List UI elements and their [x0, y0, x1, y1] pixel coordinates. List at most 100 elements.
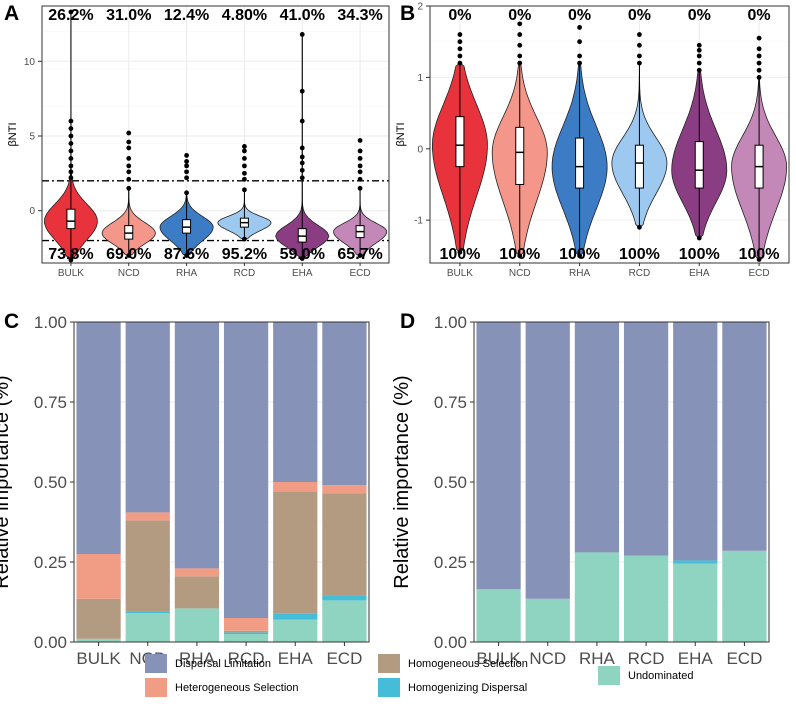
x-tick-label: RHA [579, 649, 616, 668]
outlier-point [299, 145, 305, 151]
outlier-point [242, 170, 247, 176]
y-tick-label: 10 [24, 57, 36, 68]
bar-segment-homogenizing-dispersal [223, 632, 269, 634]
bottom-percentage-label: 100% [679, 246, 720, 263]
box-ncd [515, 126, 525, 185]
bar-segment-heterogeneous-selection [174, 568, 220, 577]
top-percentage-label: 0% [628, 7, 651, 24]
max-point [517, 60, 523, 66]
bar-segment-homogeneous-selection [322, 493, 367, 596]
bar-segment-heterogeneous-selection [125, 512, 170, 521]
bar-segment-heterogeneous-selection [76, 554, 121, 599]
outlier-point [357, 148, 363, 154]
x-tick-label: BULK [76, 649, 121, 668]
x-tick-label: EHA [678, 649, 714, 668]
bar-segment-undominated [476, 589, 521, 642]
panel-letter-b: B [400, 2, 415, 25]
y-tick-label: 5 [29, 131, 35, 142]
outlier-point [68, 156, 74, 161]
min-point [126, 253, 132, 258]
legend-swatch-homogenizing-dispersal [378, 678, 400, 697]
y-tick-label: 0.00 [34, 633, 67, 652]
outlier-point [68, 163, 74, 169]
outlier-point [357, 156, 363, 161]
outlier-point [756, 67, 762, 73]
box-bulk [455, 116, 465, 168]
bar-segment-homogeneous-selection [76, 598, 121, 639]
box-rcd [634, 144, 644, 189]
bar-segment-dispersal-limitation [476, 322, 521, 590]
outlier-point [299, 88, 305, 94]
bar-segment-dispersal-limitation [125, 322, 170, 513]
max-point [577, 60, 582, 66]
bar-segment-dispersal-limitation [525, 322, 570, 599]
outlier-point [696, 53, 702, 59]
plot-background [42, 6, 389, 263]
outlier-point [577, 25, 582, 30]
y-axis-label: Relative importance (%) [0, 375, 13, 588]
outlier-point [299, 160, 305, 166]
panel-d-stacked-bar: BULK NCD RHA RCD EHA ECD 0.00 0.25 0.50 0.75 1.00 R… [391, 313, 770, 668]
bar-segment-dispersal-limitation [273, 322, 318, 482]
box-rha [575, 137, 585, 189]
outlier-point [299, 118, 305, 124]
y-tick-label: 0 [417, 144, 423, 155]
outlier-point [517, 21, 523, 27]
y-tick-label: 2 [417, 2, 423, 13]
legend: Dispersal Limitation Heterogeneous Select… [145, 654, 693, 697]
bar-segment-dispersal-limitation [673, 322, 718, 561]
bottom-percentage-label: 69.0% [106, 246, 151, 263]
bar-segment-dispersal-limitation [223, 322, 269, 618]
y-axis-label: βNTI [395, 122, 407, 146]
y-axis-label: βNTI [7, 122, 19, 146]
bar-segment-undominated [76, 638, 121, 642]
x-tick-label: RHA [569, 268, 590, 279]
x-tick-label: ECD [749, 268, 770, 279]
min-point [242, 236, 247, 242]
bar-segment-dispersal-limitation [574, 322, 620, 553]
min-point [696, 235, 702, 241]
max-point [756, 74, 762, 80]
min-point [68, 257, 74, 263]
y-tick-label: 0.75 [434, 393, 467, 412]
box-eha [694, 141, 704, 189]
bottom-percentage-label: 95.2% [222, 246, 267, 263]
bar-segment-undominated [722, 550, 767, 642]
outlier-point [68, 148, 74, 154]
x-tick-label: RHA [176, 268, 197, 279]
min-point [299, 256, 305, 261]
outlier-point [68, 175, 74, 181]
max-point [299, 31, 305, 37]
bar-segment-dispersal-limitation [174, 322, 220, 569]
outlier-point [696, 60, 702, 66]
bar-segment-dispersal-limitation [322, 322, 367, 486]
outlier-point [242, 156, 247, 161]
outlier-point [299, 175, 305, 181]
panel-letter-a: A [4, 2, 19, 25]
max-point [357, 185, 363, 191]
top-percentage-label: 0% [508, 7, 531, 24]
outlier-point [637, 53, 642, 59]
bar-segment-homogeneous-selection [125, 520, 170, 612]
y-tick-label: 0.50 [434, 473, 467, 492]
x-tick-label: ECD [326, 649, 362, 668]
outlier-point [126, 156, 132, 161]
panel-a-violin: BULK 26.2% 73.8% NCD 31.0% 69.0% RHA 12.4% 87.6%… [7, 5, 390, 279]
outlier-point [756, 35, 762, 41]
bar-segment-homogeneous-selection [174, 576, 220, 609]
min-point [517, 253, 523, 259]
x-tick-label: BULK [447, 268, 473, 279]
bar-segment-undominated [223, 634, 269, 642]
bottom-percentage-label: 87.6% [164, 246, 209, 263]
outlier-point [457, 46, 463, 52]
x-tick-label: RCD [628, 649, 665, 668]
bar-segment-undominated [525, 598, 570, 642]
bar-segment-heterogeneous-selection [223, 618, 269, 631]
bottom-percentage-label: 100% [439, 246, 480, 263]
panel-c-stacked-bar: BULKNCDRHARCDEHAECD0.000.250.500.751.00R… [0, 313, 370, 668]
x-tick-label: NCD [118, 268, 140, 279]
box-bulk [66, 208, 76, 230]
x-tick-label: BULK [476, 649, 521, 668]
bottom-percentage-label: 100% [739, 246, 780, 263]
